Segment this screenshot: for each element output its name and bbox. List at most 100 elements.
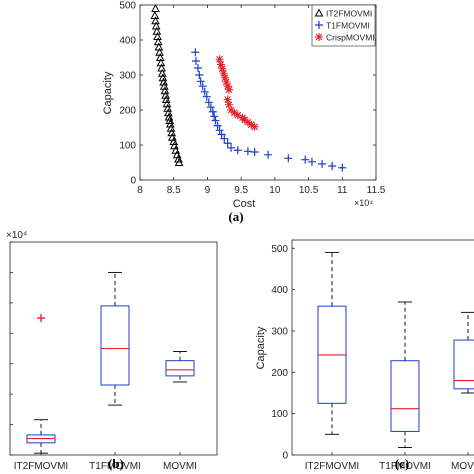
y-tick-label: 200: [119, 106, 136, 117]
crispmovmi-point: [243, 118, 252, 127]
crispmovmi-point: [247, 120, 256, 129]
crispmovmi-point: [230, 108, 239, 117]
t1fmovmi-point: [250, 148, 259, 156]
x-tick-label: IT2FMOVMI: [14, 461, 68, 472]
box: [100, 305, 130, 386]
it2fmovmi-point: [165, 115, 175, 124]
y-tick-label: 0: [130, 176, 136, 187]
t1fmovmi-point: [200, 87, 209, 96]
y-tick-label: 100: [271, 409, 288, 420]
box: [165, 360, 195, 377]
plot-a-x-axis-label: Cost: [233, 198, 256, 210]
t1fmovmi-point: [264, 150, 273, 159]
x-tick-label: 9: [205, 185, 211, 196]
x-tick-label: 8.5: [167, 185, 181, 196]
x-tick-label: MOVMI: [163, 461, 197, 472]
y-tick-label: 300: [271, 326, 288, 337]
t1fmovmi-point: [202, 92, 211, 101]
it2fmovmi-point: [174, 154, 183, 163]
crispmovmi-point: [223, 95, 232, 104]
legend-label-it2fmovmi: IT2FMOVMI: [326, 9, 372, 19]
plot-a-y-axis-label: Capacity: [102, 71, 114, 114]
crispmovmi-point: [222, 78, 231, 86]
it2fmovmi-point: [174, 157, 184, 166]
t1fmovmi-point: [284, 154, 293, 163]
legend-label-t1fmovmi: T1FMOVMI: [326, 21, 370, 31]
x-tick-label: 9.5: [234, 185, 248, 196]
x-tick-label: T1FMOVMI: [89, 461, 141, 472]
t1fmovmi-point: [204, 98, 213, 107]
t1fmovmi-point: [318, 159, 327, 168]
it2fmovmi-point: [151, 3, 160, 12]
t1fmovmi-point: [243, 147, 252, 156]
box: [453, 339, 474, 390]
t1fmovmi-point: [307, 157, 316, 166]
legend-marker-crispmovmi: [315, 33, 323, 41]
plot-c-y-axis-label: Capacity: [255, 326, 267, 369]
t1fmovmi-point: [215, 126, 224, 135]
t1fmovmi-point: [195, 71, 204, 79]
t1fmovmi-point: [223, 139, 232, 148]
x-tick-label: T1FMOVMI: [379, 461, 431, 472]
legend-marker-it2fmovmi: [314, 8, 324, 17]
x-tick-label: 8: [137, 185, 143, 196]
y-tick-label: 100: [119, 141, 136, 152]
legend-label-crispmovmi: CrispMOVMI: [326, 33, 375, 43]
t1fmovmi-point: [220, 134, 229, 143]
caption-a: (a): [228, 209, 243, 224]
t1fmovmi-point: [191, 57, 200, 65]
t1fmovmi-point: [208, 107, 217, 116]
crispmovmi-point: [218, 64, 227, 73]
t1fmovmi-point: [338, 163, 347, 172]
t1fmovmi-point: [191, 48, 200, 57]
x-tick-label: 10.5: [299, 185, 319, 196]
t1fmovmi-point: [206, 103, 215, 112]
plot-a-x-multiplier: ×10⁴: [354, 198, 373, 208]
crispmovmi-point: [215, 55, 224, 64]
t1fmovmi-point: [227, 143, 236, 152]
y-tick-label: 500: [119, 1, 136, 12]
outlier-marker: [37, 314, 45, 323]
crispmovmi-point: [223, 82, 232, 91]
t1fmovmi-point: [211, 116, 220, 125]
y-tick-label: 500: [271, 244, 288, 255]
crispmovmi-point: [240, 115, 249, 124]
crispmovmi-point: [220, 73, 229, 82]
y-tick-label: 300: [119, 71, 136, 82]
caption-c: (c): [395, 456, 409, 471]
box-plot-c: 0 100 200 300 400 500 IT2FMOVMI T1FMOVMI MOVMI C…: [255, 239, 474, 472]
x-tick-label: 11.5: [367, 185, 386, 196]
y-tick-label: 400: [119, 36, 136, 47]
t1fmovmi-point: [301, 155, 310, 164]
t1fmovmi-point: [217, 130, 226, 139]
t1fmovmi-point: [213, 121, 222, 130]
t1fmovmi-point: [196, 77, 205, 86]
crispmovmi-point: [219, 69, 228, 78]
legend-marker-t1fmovmi: [315, 21, 323, 29]
crispmovmi-point: [233, 111, 242, 120]
crispmovmi-point: [216, 60, 225, 69]
it2fmovmi-point: [164, 112, 174, 121]
y-tick-label: 0: [282, 451, 288, 462]
caption-b: (b): [108, 456, 124, 471]
y-tick-label: 200: [271, 368, 288, 379]
x-tick-label: MOVMI: [451, 461, 474, 472]
scatter-plot-a: 8 8.5 9 9.5 10 10.5 11 11.5 0 100 200 300 400 500 Cap…: [102, 1, 386, 225]
x-tick-label: 11: [337, 185, 348, 196]
box: [390, 360, 420, 432]
x-tick-label: IT2FMOVMI: [305, 461, 359, 472]
box-plot-b: IT2FMOVMI T1FMOVMI MOVMI ×10⁴ (b): [6, 230, 218, 472]
t1fmovmi-point: [198, 82, 207, 91]
crispmovmi-point: [250, 122, 259, 131]
crispmovmi-point: [225, 85, 234, 94]
crispmovmi-point: [227, 106, 236, 114]
crispmovmi-point: [225, 100, 234, 109]
plot-a-legend: IT2FMOVMI T1FMOVMI CrispMOVMI: [311, 4, 376, 47]
t1fmovmi-point: [193, 64, 202, 72]
t1fmovmi-point: [328, 162, 337, 170]
plot-b-y-multiplier: ×10⁴: [6, 230, 27, 241]
t1fmovmi-point: [233, 146, 242, 155]
t1fmovmi-point: [210, 112, 219, 121]
x-tick-label: 10: [269, 185, 281, 196]
